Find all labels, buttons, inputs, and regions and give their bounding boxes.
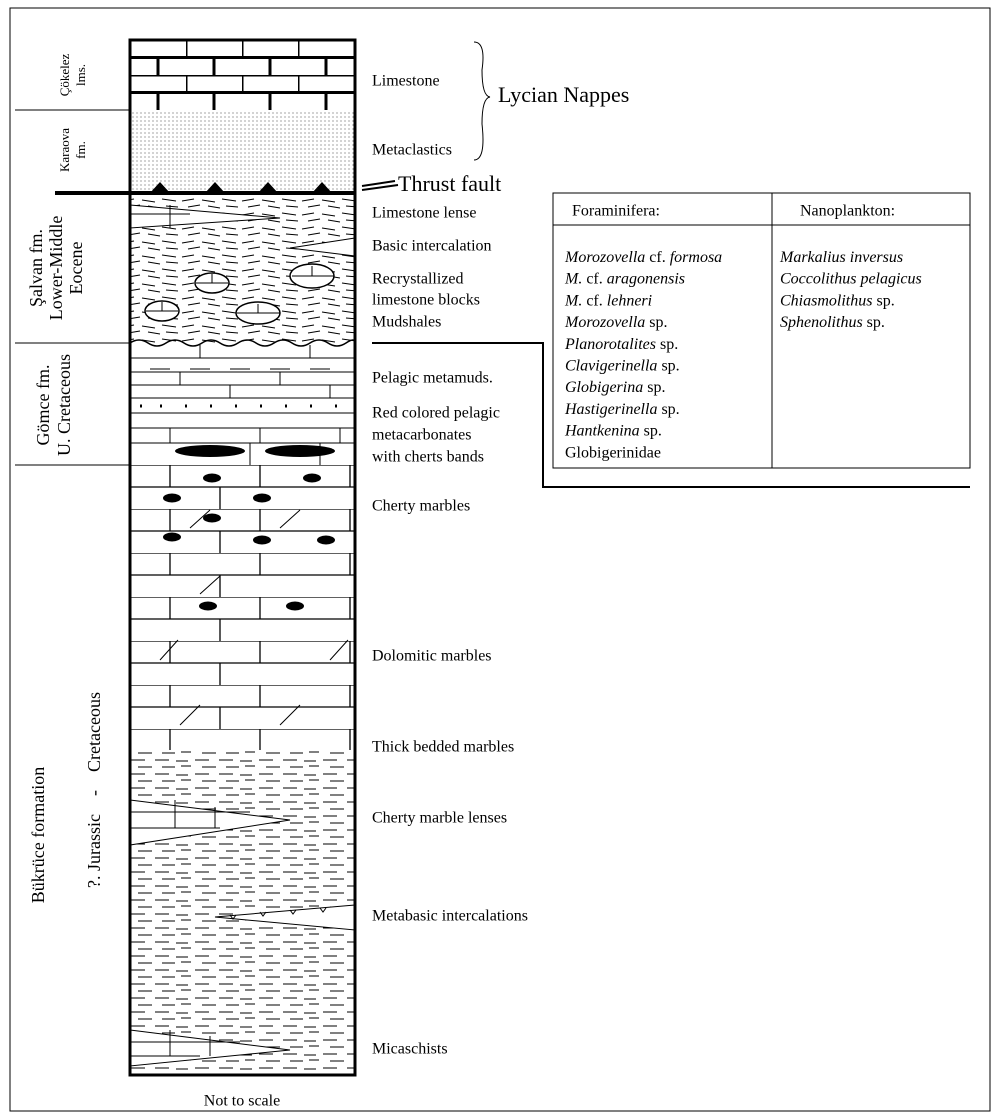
taxon: Markalius inversus bbox=[779, 249, 903, 266]
taxon: Globigerina sp. bbox=[565, 379, 665, 396]
lithology-label: Metaclastics bbox=[372, 142, 452, 159]
unit-label: U. Cretaceous bbox=[54, 354, 74, 456]
column-path bbox=[474, 42, 490, 160]
column-rect bbox=[130, 465, 355, 750]
taxon-part: cf. bbox=[645, 249, 669, 266]
taxon-part: M. bbox=[564, 270, 582, 287]
taxon-part: Globigerina bbox=[565, 379, 643, 396]
thrust-label: Thrust fault bbox=[398, 171, 501, 196]
column-path bbox=[362, 181, 398, 190]
taxon-part: sp. bbox=[872, 292, 894, 309]
taxon-part: sp. bbox=[645, 314, 667, 331]
page: {"left_labels":{"cokelez":["Çökelez","lm… bbox=[0, 0, 994, 1119]
lithology-label: Cherty marble lenses bbox=[372, 810, 507, 827]
unit-label: Bükrüce formation bbox=[28, 767, 48, 903]
taxon-part: Clavigerinella bbox=[565, 357, 657, 374]
taxon: Chiasmolithus sp. bbox=[780, 292, 895, 309]
footer: Not to scale bbox=[204, 1093, 280, 1110]
lithology-label: Basic intercalation bbox=[372, 238, 492, 255]
unit-label: Şalvan fm. bbox=[26, 229, 46, 307]
nappe-label: Lycian Nappes bbox=[498, 82, 629, 107]
lithology-label: Cherty marbles bbox=[372, 498, 470, 515]
unit-label: Karaova bbox=[57, 128, 72, 172]
column-ellipse bbox=[253, 536, 271, 545]
lithology-label: Limestone bbox=[372, 73, 440, 90]
taxon-part: sp. bbox=[657, 357, 679, 374]
unit-label: Eocene bbox=[66, 242, 86, 295]
taxon-part: sp. bbox=[643, 379, 665, 396]
lithology-label: Metabasic intercalations bbox=[372, 908, 528, 925]
lithology-label: metacarbonates bbox=[372, 427, 472, 444]
lithology-label: Micaschists bbox=[372, 1041, 448, 1058]
unit-label: ?. Jurassic - Cretaceous bbox=[84, 692, 104, 888]
taxon: Hantkenina sp. bbox=[564, 422, 662, 439]
column-ellipse bbox=[303, 474, 321, 483]
unit-label: Lower-Middle bbox=[46, 216, 66, 321]
column-ellipse bbox=[199, 602, 217, 611]
unit-label: lms. bbox=[73, 64, 88, 86]
taxon: Hastigerinella sp. bbox=[564, 401, 680, 418]
taxon: M. cf. lehneri bbox=[564, 292, 652, 309]
unit-label: fm. bbox=[73, 141, 88, 159]
column-ellipse bbox=[163, 533, 181, 542]
column-ellipse bbox=[265, 445, 335, 457]
taxon-part: Hantkenina bbox=[564, 422, 640, 439]
diagram: Çökelez lms. Karaova fm. Şalvan fm. Lowe… bbox=[0, 0, 994, 1119]
table-header: Nanoplankton: bbox=[800, 203, 895, 220]
lithology-label: Dolomitic marbles bbox=[372, 648, 492, 665]
taxon-part: Chiasmolithus bbox=[780, 292, 872, 309]
column-ellipse bbox=[253, 494, 271, 503]
taxon-part: Planorotalites bbox=[564, 335, 656, 352]
column-ellipse bbox=[175, 445, 245, 457]
taxon: Morozovella cf. formosa bbox=[564, 249, 722, 266]
taxon-part: Hastigerinella bbox=[564, 401, 657, 418]
unit-label: Çökelez bbox=[57, 53, 72, 96]
taxon-part: sp. bbox=[657, 401, 679, 418]
taxon-part: aragonensis bbox=[607, 270, 685, 287]
column-rect bbox=[130, 110, 355, 193]
lithology-label: Mudshales bbox=[372, 314, 441, 331]
lithology-label: limestone blocks bbox=[372, 292, 480, 309]
lithology-label: Thick bedded marbles bbox=[372, 739, 514, 756]
taxon-part: sp. bbox=[640, 422, 662, 439]
table-header: Foraminifera: bbox=[572, 203, 660, 220]
taxon: Coccolithus pelagicus bbox=[780, 270, 922, 287]
taxon-part: sp. bbox=[863, 314, 885, 331]
taxon-part: sp. bbox=[656, 335, 678, 352]
column-ellipse bbox=[317, 536, 335, 545]
column-ellipse bbox=[203, 514, 221, 523]
column-ellipse bbox=[163, 494, 181, 503]
unit-label: Gömce fm. bbox=[33, 365, 53, 446]
taxon-part: Morozovella bbox=[564, 314, 645, 331]
taxon-part: cf. bbox=[582, 292, 606, 309]
taxon-part: Coccolithus pelagicus bbox=[780, 270, 922, 287]
lithology-label: with cherts bands bbox=[372, 449, 484, 466]
taxon-part: Globigerinidae bbox=[565, 444, 661, 461]
taxon: Planorotalites sp. bbox=[564, 335, 678, 352]
taxon: Clavigerinella sp. bbox=[565, 357, 680, 374]
column-ellipse bbox=[203, 474, 221, 483]
lithology-label: Limestone lense bbox=[372, 205, 476, 222]
taxon-part: lehneri bbox=[607, 292, 652, 309]
taxon: Globigerinidae bbox=[565, 444, 661, 461]
taxon-part: cf. bbox=[582, 270, 606, 287]
taxon: M. cf. aragonensis bbox=[564, 270, 685, 287]
taxon-part: Morozovella bbox=[564, 249, 645, 266]
lithology-label: Pelagic metamuds. bbox=[372, 370, 493, 387]
lithology-label: Recrystallized bbox=[372, 271, 464, 288]
column-rect bbox=[130, 40, 355, 110]
taxon-part: formosa bbox=[670, 249, 722, 266]
taxon: Sphenolithus sp. bbox=[780, 314, 885, 331]
taxon-part: Markalius inversus bbox=[779, 249, 903, 266]
lithology-label: Red colored pelagic bbox=[372, 405, 500, 422]
taxon: Morozovella sp. bbox=[564, 314, 668, 331]
taxon-part: Sphenolithus bbox=[780, 314, 863, 331]
taxon-part: M. bbox=[564, 292, 582, 309]
column-ellipse bbox=[286, 602, 304, 611]
